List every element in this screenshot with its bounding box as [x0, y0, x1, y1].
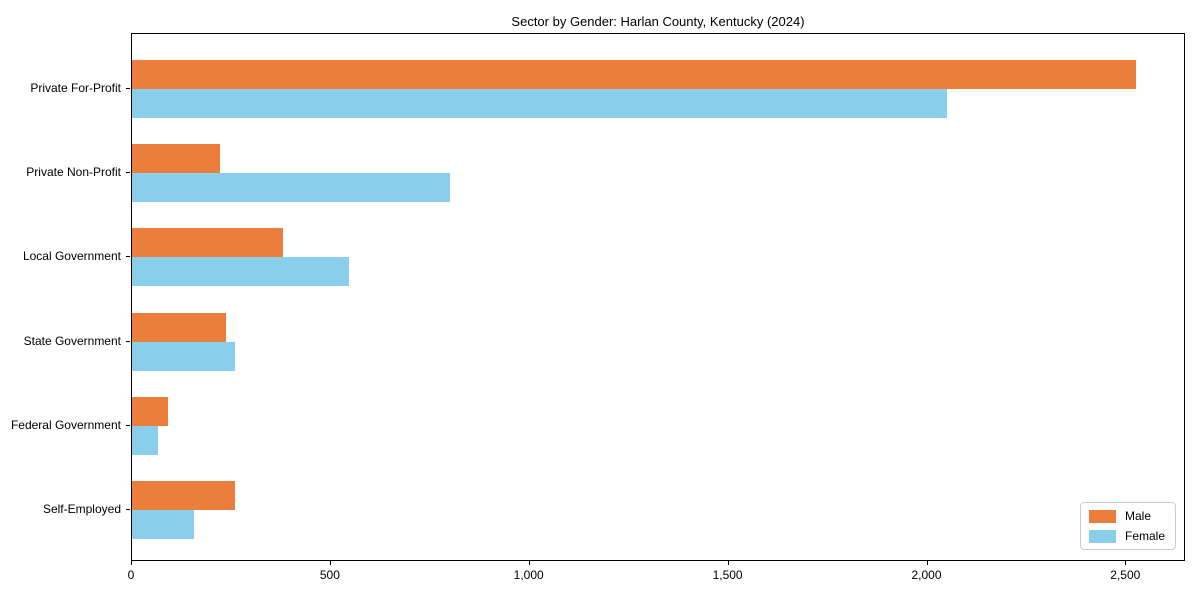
- y-tick-label: Private For-Profit: [30, 81, 121, 95]
- x-tick-label: 2,500: [1110, 568, 1141, 582]
- bar-female-2: [132, 257, 349, 287]
- y-tick-mark: [126, 424, 130, 426]
- y-tick-label: Local Government: [22, 249, 121, 264]
- x-tick-mark: [727, 561, 729, 565]
- legend-label-male: Male: [1124, 509, 1151, 523]
- bar-male-2: [132, 228, 284, 258]
- x-tick-label: 2,000: [911, 568, 942, 582]
- bar-female-4: [132, 425, 158, 455]
- legend: Male Female: [1079, 502, 1176, 550]
- x-tick-label: 1,500: [712, 568, 743, 582]
- y-tick-label: Self-Employed: [42, 502, 121, 516]
- y-tick-mark: [126, 340, 130, 342]
- x-tick-label: 500: [319, 568, 340, 582]
- legend-label-female: Female: [1124, 529, 1165, 543]
- y-tick-label: State Government: [23, 333, 121, 348]
- y-tick-mark: [126, 172, 130, 174]
- x-tick-mark: [1125, 561, 1127, 565]
- bar-male-3: [132, 312, 226, 342]
- bar-male-4: [132, 396, 168, 426]
- legend-item-male: Male: [1088, 509, 1165, 523]
- bar-male-0: [132, 60, 1137, 89]
- x-tick-mark: [926, 561, 928, 565]
- x-tick-mark: [131, 561, 132, 565]
- x-tick-label: 0: [127, 568, 135, 582]
- chart-title: Sector by Gender: Harlan County, Kentuck…: [511, 14, 805, 29]
- y-tick-label: Private Non-Profit: [26, 165, 121, 180]
- x-tick-label: 1,000: [513, 568, 544, 582]
- y-tick-label: Federal Government: [10, 417, 121, 432]
- y-tick-mark: [126, 88, 130, 89]
- x-tick-mark: [528, 561, 530, 565]
- legend-swatch-female: [1088, 529, 1116, 543]
- bar-female-0: [132, 89, 948, 118]
- bar-female-1: [132, 173, 451, 203]
- bar-male-1: [132, 144, 220, 174]
- bar-male-5: [132, 481, 236, 510]
- legend-item-female: Female: [1088, 529, 1165, 543]
- bar-female-5: [132, 510, 194, 539]
- bar-female-3: [132, 341, 236, 371]
- x-tick-mark: [329, 561, 331, 565]
- legend-swatch-male: [1088, 509, 1116, 523]
- plot-area: Male Female: [131, 33, 1185, 561]
- y-tick-mark: [126, 256, 130, 258]
- y-tick-mark: [126, 509, 130, 510]
